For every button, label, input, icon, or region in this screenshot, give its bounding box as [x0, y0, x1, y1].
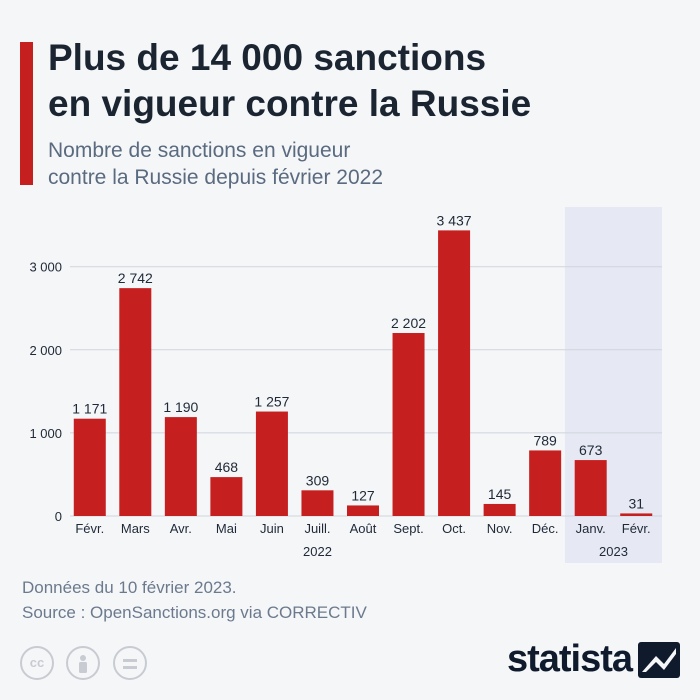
value-label-7: 2 202	[391, 315, 426, 331]
bar-0	[73, 418, 106, 516]
value-label-2: 1 190	[163, 399, 198, 415]
bar-7	[392, 333, 425, 516]
subtitle-line-2: contre la Russie depuis février 2022	[48, 166, 384, 189]
x-tick-label-2: Avr.	[170, 521, 192, 536]
y-tick-label-3000: 3 000	[29, 260, 62, 275]
bar-8	[438, 230, 471, 516]
value-label-9: 145	[488, 486, 512, 502]
license-icons[interactable]: cc	[20, 646, 155, 680]
bar-chart: 0 1 000 2 000 3 000 1 171 Févr. 2 742 Mars 1 190…	[29, 207, 662, 563]
bar-11	[574, 460, 607, 516]
subtitle-line-1: Nombre de sanctions en vigueur	[48, 139, 351, 162]
y-tick-label-1000: 1 000	[29, 426, 62, 441]
footer-notes: Données du 10 février 2023. Source : Ope…	[22, 575, 367, 625]
accent-bar	[20, 42, 33, 185]
bar-6	[347, 505, 379, 516]
x-tick-label-6: Août	[350, 521, 377, 536]
x-tick-label-12: Févr.	[622, 521, 651, 536]
x-tick-label-11: Janv.	[576, 521, 606, 536]
chart-subtitle: Nombre de sanctions en vigueur contre la…	[48, 137, 688, 191]
source-note: Source : OpenSanctions.org via CORRECTIV	[22, 603, 367, 622]
person-icon[interactable]	[66, 646, 101, 680]
x-tick-label-10: Déc.	[532, 521, 559, 536]
bar-12	[620, 513, 653, 516]
value-label-11: 673	[579, 442, 603, 458]
statista-logo[interactable]: statista	[507, 638, 680, 681]
x-tick-label-9: Nov.	[487, 521, 513, 536]
equal-icon[interactable]	[112, 646, 147, 680]
x-tick-label-1: Mars	[121, 521, 150, 536]
bar-2	[164, 417, 197, 516]
value-label-6: 127	[351, 487, 375, 503]
bar-3	[210, 477, 243, 516]
year-label-2023: 2023	[599, 544, 628, 559]
value-label-1: 2 742	[118, 270, 153, 286]
data-date-note: Données du 10 février 2023.	[22, 578, 237, 597]
year-label-2022: 2022	[303, 544, 332, 559]
bar-4	[255, 411, 288, 516]
bar-1	[119, 288, 152, 516]
bar-5	[301, 490, 334, 516]
value-label-10: 789	[533, 432, 557, 448]
x-tick-label-5: Juill.	[304, 521, 330, 536]
value-label-12: 31	[628, 495, 644, 511]
x-tick-label-8: Oct.	[442, 521, 466, 536]
y-tick-label-2000: 2 000	[29, 343, 62, 358]
value-label-4: 1 257	[254, 394, 289, 410]
bar-10	[529, 450, 562, 516]
logo-wordmark: statista	[506, 638, 633, 680]
y-tick-label-0: 0	[55, 509, 62, 524]
x-tick-label-3: Mai	[216, 521, 237, 536]
bar-9	[483, 503, 516, 516]
value-label-0: 1 171	[72, 401, 107, 417]
x-tick-label-7: Sept.	[393, 521, 423, 536]
value-label-3: 468	[215, 459, 239, 475]
value-label-8: 3 437	[437, 212, 472, 228]
x-tick-label-0: Févr.	[75, 521, 104, 536]
logo-mark-icon	[638, 641, 680, 678]
chart-title: Plus de 14 000 sanctions en vigueur cont…	[48, 35, 688, 127]
x-tick-label-4: Juin	[260, 521, 284, 536]
title-line-1: Plus de 14 000 sanctions	[48, 37, 487, 78]
title-line-2: en vigueur contre la Russie	[48, 83, 532, 124]
value-label-5: 309	[306, 472, 330, 488]
cc-icon[interactable]: cc	[20, 646, 54, 680]
